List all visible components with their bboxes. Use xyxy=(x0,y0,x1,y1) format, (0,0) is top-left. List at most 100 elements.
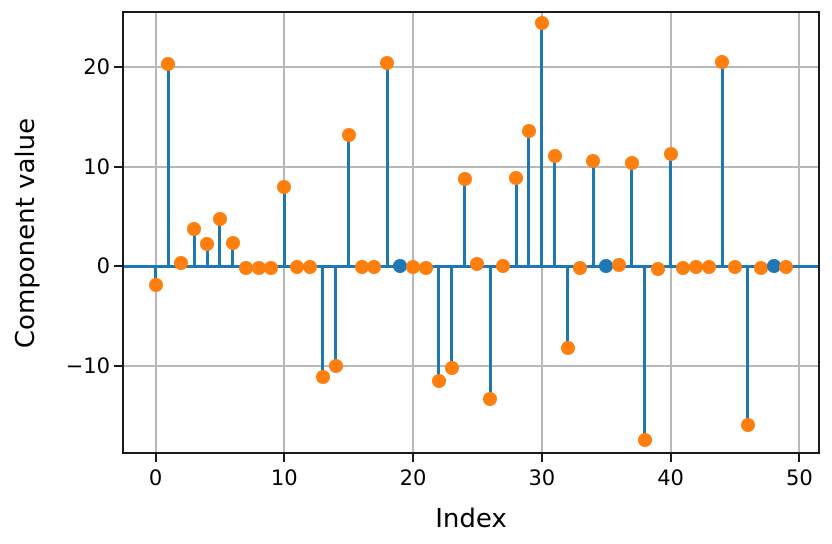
y-tick-label-20: 20 xyxy=(83,54,110,79)
marker-point-29 xyxy=(521,123,536,138)
marker-point-31 xyxy=(547,148,562,163)
y-tick-label--10: −10 xyxy=(65,354,110,379)
grid-line-horizontal-20 xyxy=(124,65,818,68)
stem-line-31 xyxy=(553,155,557,267)
marker-point-38 xyxy=(637,433,652,448)
stem-line-13 xyxy=(321,266,325,378)
marker-point-1 xyxy=(161,56,176,71)
x-tick-label-10: 10 xyxy=(270,466,298,490)
x-tick-mark-20 xyxy=(412,454,415,462)
marker-point-21 xyxy=(418,261,433,276)
x-tick-label-40: 40 xyxy=(657,466,684,490)
marker-point-16 xyxy=(354,260,369,275)
y-axis-label: Component value xyxy=(11,117,41,349)
stem-line-29 xyxy=(527,130,531,267)
grid-line-vertical-50 xyxy=(798,13,801,452)
stem-line-4 xyxy=(205,244,209,267)
grid-line-horizontal--10 xyxy=(124,365,818,368)
marker-point-0 xyxy=(148,278,163,293)
marker-point-10 xyxy=(277,179,292,194)
x-tick-mark-0 xyxy=(154,454,157,462)
marker-point-25 xyxy=(470,257,485,272)
marker-point-37 xyxy=(624,155,639,170)
marker-point-8 xyxy=(251,261,266,276)
marker-point-3 xyxy=(187,221,202,236)
marker-point-15 xyxy=(341,127,356,142)
x-tick-label-20: 20 xyxy=(399,466,427,490)
x-tick-mark-50 xyxy=(798,454,801,462)
marker-point-9 xyxy=(264,261,279,276)
marker-point-43 xyxy=(702,260,717,275)
marker-point-12 xyxy=(303,260,318,275)
marker-highlight-48 xyxy=(766,259,781,274)
x-tick-label-0: 0 xyxy=(148,466,163,490)
stem-line-5 xyxy=(218,218,222,267)
plot-area xyxy=(122,11,820,454)
stem-line-0 xyxy=(154,266,158,286)
marker-point-6 xyxy=(225,236,240,251)
x-tick-label-50: 50 xyxy=(785,466,813,490)
marker-point-45 xyxy=(727,260,742,275)
marker-point-36 xyxy=(612,258,627,273)
stem-line-30 xyxy=(540,22,544,267)
marker-point-17 xyxy=(367,260,382,275)
marker-point-24 xyxy=(457,171,472,186)
marker-point-7 xyxy=(238,261,253,276)
marker-point-47 xyxy=(753,261,768,276)
marker-point-41 xyxy=(676,261,691,276)
marker-point-26 xyxy=(483,392,498,407)
marker-point-18 xyxy=(380,55,395,70)
marker-highlight-19 xyxy=(393,259,408,274)
y-tick-mark-10 xyxy=(114,165,122,168)
stem-line-24 xyxy=(463,178,467,267)
stem-line-15 xyxy=(347,134,351,267)
marker-point-2 xyxy=(174,256,189,271)
marker-point-49 xyxy=(779,260,794,275)
marker-point-42 xyxy=(689,260,704,275)
x-tick-mark-40 xyxy=(669,454,672,462)
stem-line-34 xyxy=(591,160,595,267)
marker-point-44 xyxy=(715,54,730,69)
marker-point-33 xyxy=(573,261,588,276)
marker-point-40 xyxy=(663,146,678,161)
y-tick-mark-20 xyxy=(114,65,122,68)
marker-highlight-35 xyxy=(599,259,614,274)
marker-point-13 xyxy=(315,370,330,385)
marker-point-14 xyxy=(328,359,343,374)
stem-line-40 xyxy=(669,153,673,267)
grid-line-vertical-0 xyxy=(154,13,157,452)
x-axis-label: Index xyxy=(435,504,507,534)
stem-line-18 xyxy=(385,62,389,267)
marker-point-23 xyxy=(444,361,459,376)
stem-line-23 xyxy=(450,266,454,369)
marker-point-5 xyxy=(212,211,227,226)
stem-line-14 xyxy=(334,266,338,367)
y-tick-mark-0 xyxy=(114,265,122,268)
marker-point-30 xyxy=(534,15,549,30)
grid-line-vertical-20 xyxy=(412,13,415,452)
stem-line-26 xyxy=(488,266,492,400)
grid-line-horizontal-10 xyxy=(124,165,818,168)
stem-line-38 xyxy=(643,266,647,441)
stem-line-28 xyxy=(514,177,518,267)
marker-point-32 xyxy=(560,341,575,356)
x-tick-mark-10 xyxy=(283,454,286,462)
marker-point-39 xyxy=(650,262,665,277)
stem-line-22 xyxy=(437,266,441,382)
y-tick-mark--10 xyxy=(114,365,122,368)
marker-point-20 xyxy=(406,260,421,275)
marker-point-11 xyxy=(290,260,305,275)
y-tick-label-10: 10 xyxy=(83,154,110,179)
marker-point-22 xyxy=(431,374,446,389)
stem-line-1 xyxy=(166,63,170,267)
marker-point-34 xyxy=(586,153,601,168)
stem-line-6 xyxy=(231,243,235,267)
marker-point-27 xyxy=(496,259,511,274)
stem-line-10 xyxy=(282,186,286,267)
marker-point-46 xyxy=(740,418,755,433)
marker-point-28 xyxy=(509,170,524,185)
y-tick-label-0: 0 xyxy=(96,254,110,279)
stem-line-32 xyxy=(566,266,570,349)
stem-line-37 xyxy=(630,162,634,267)
